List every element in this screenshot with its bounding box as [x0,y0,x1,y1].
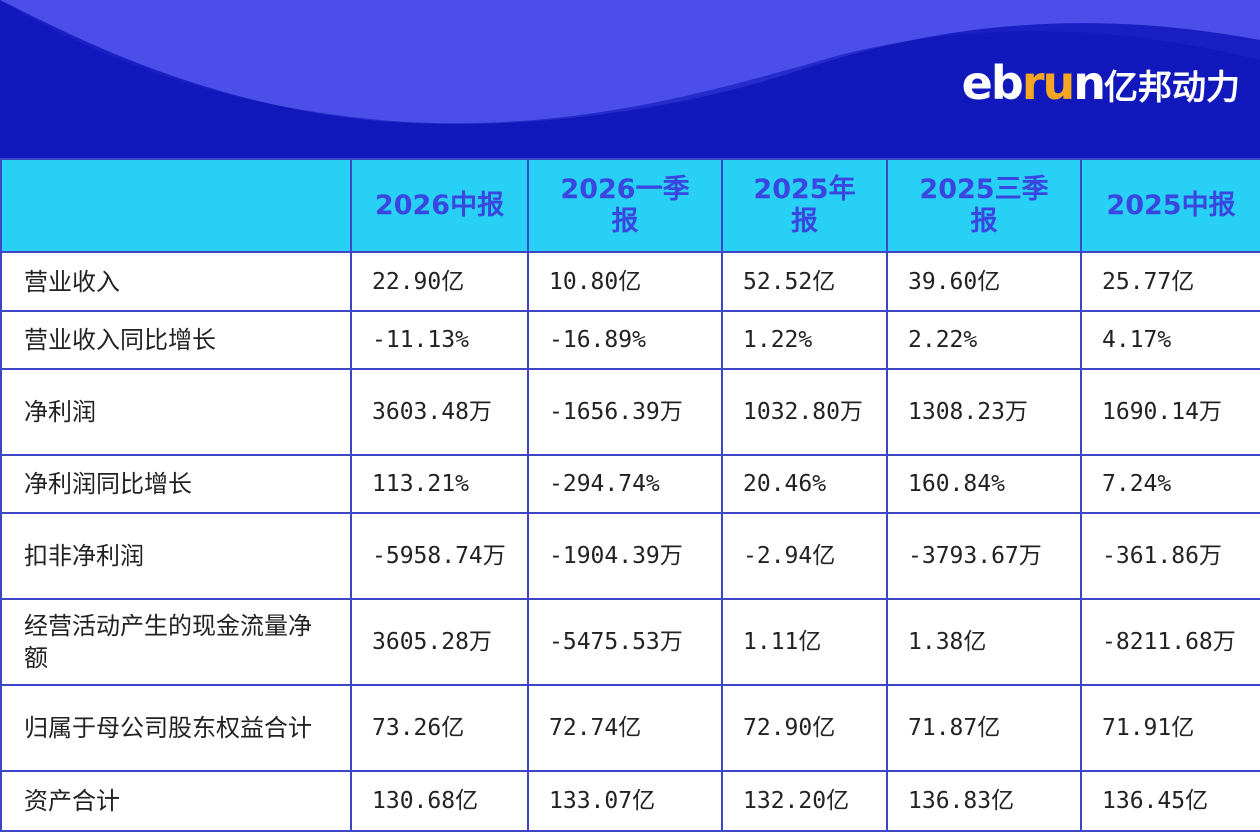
cell-value: 1032.80万 [721,368,888,456]
cell-value: 10.80亿 [527,251,723,312]
cell-value: 71.91亿 [1080,684,1260,772]
cell-value: 136.45亿 [1080,770,1260,832]
cell-value: 3603.48万 [350,368,529,456]
cell-value: 132.20亿 [721,770,888,832]
table-row: 营业收入 22.90亿 10.80亿 52.52亿 39.60亿 25.77亿 [0,251,1260,312]
table-row: 资产合计 130.68亿 133.07亿 132.20亿 136.83亿 136.45亿 [0,770,1260,832]
table-row: 净利润 3603.48万 -1656.39万 1032.80万 1308.23万 1690… [0,368,1260,456]
row-label: 净利润同比增长 [0,454,352,514]
cell-value: -361.86万 [1080,512,1260,600]
cell-value: 1690.14万 [1080,368,1260,456]
banner-wave-dark [0,0,1260,158]
row-label: 营业收入 [0,251,352,312]
cell-value: 133.07亿 [527,770,723,832]
column-header: 2025中报 [1080,158,1260,253]
table-row: 归属于母公司股东权益合计 73.26亿 72.74亿 72.90亿 71.87亿 71.9… [0,684,1260,772]
cell-value: 1308.23万 [886,368,1082,456]
table-row: 经营活动产生的现金流量净额 3605.28万 -5475.53万 1.11亿 1.38亿… [0,598,1260,686]
header-row: 2026中报 2026一季报 2025年报 2025三季报 2025中报 [0,158,1260,253]
cell-value: 7.24% [1080,454,1260,514]
cell-value: 1.22% [721,310,888,370]
cell-value: -5475.53万 [527,598,723,686]
cell-value: 72.74亿 [527,684,723,772]
table-row: 扣非净利润 -5958.74万 -1904.39万 -2.94亿 -3793.67万 -3… [0,512,1260,600]
cell-value: 73.26亿 [350,684,529,772]
logo-part: n [1073,56,1106,110]
cell-value: -1904.39万 [527,512,723,600]
banner-wave [0,0,1260,125]
table-row: 营业收入同比增长 -11.13% -16.89% 1.22% 2.22% 4.17% [0,310,1260,370]
financial-table: 2026中报 2026一季报 2025年报 2025三季报 2025中报 营业收入 22.… [0,158,1260,832]
cell-value: 1.38亿 [886,598,1082,686]
row-label: 营业收入同比增长 [0,310,352,370]
cell-value: 22.90亿 [350,251,529,312]
cell-value: 39.60亿 [886,251,1082,312]
column-header: 2026一季报 [527,158,723,253]
cell-value: 2.22% [886,310,1082,370]
row-label: 净利润 [0,368,352,456]
cell-value: 1.11亿 [721,598,888,686]
cell-value: -3793.67万 [886,512,1082,600]
cell-value: 130.68亿 [350,770,529,832]
cell-value: 4.17% [1080,310,1260,370]
logo-part: eb [961,56,1024,110]
column-header: 2025三季报 [886,158,1082,253]
row-label: 归属于母公司股东权益合计 [0,684,352,772]
cell-value: -294.74% [527,454,723,514]
cell-value: 136.83亿 [886,770,1082,832]
row-label: 资产合计 [0,770,352,832]
logo-part: ru [1021,56,1075,110]
cell-value: -11.13% [350,310,529,370]
cell-value: 160.84% [886,454,1082,514]
row-label: 扣非净利润 [0,512,352,600]
table-row: 净利润同比增长 113.21% -294.74% 20.46% 160.84% 7.24% [0,454,1260,514]
banner [0,0,1260,158]
cell-value: 71.87亿 [886,684,1082,772]
row-label: 经营活动产生的现金流量净额 [0,598,352,686]
cell-value: -16.89% [527,310,723,370]
cell-value: 3605.28万 [350,598,529,686]
cell-value: -8211.68万 [1080,598,1260,686]
column-header: 2025年报 [721,158,888,253]
cell-value: 52.52亿 [721,251,888,312]
cell-value: 25.77亿 [1080,251,1260,312]
column-header: 2026中报 [350,158,529,253]
logo: ebrun亿邦动力 [962,56,1240,110]
cell-value: 72.90亿 [721,684,888,772]
cell-value: -5958.74万 [350,512,529,600]
cell-value: -1656.39万 [527,368,723,456]
corner-cell [0,158,352,253]
logo-part: 亿邦动力 [1104,68,1240,108]
cell-value: 20.46% [721,454,888,514]
cell-value: 113.21% [350,454,529,514]
cell-value: -2.94亿 [721,512,888,600]
